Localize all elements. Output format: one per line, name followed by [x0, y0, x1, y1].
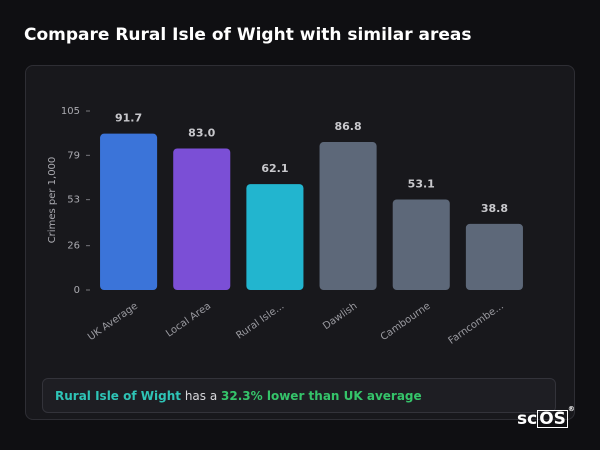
x-tick-label: Local Area — [164, 301, 213, 340]
comparison-note: Rural Isle of Wight has a 32.3% lower th… — [42, 378, 556, 413]
y-tick-label: 53 — [67, 195, 80, 206]
y-tick-label: 105 — [61, 106, 80, 117]
x-tick-label: UK Average — [86, 301, 140, 343]
bar — [319, 142, 377, 290]
value-label: 86.8 — [335, 120, 362, 133]
value-label: 83.0 — [188, 127, 215, 140]
bar — [465, 223, 523, 290]
logo-boxed: OS — [537, 409, 568, 429]
x-tick-label: Dawlish — [321, 301, 359, 332]
note-place: Rural Isle of Wight — [55, 389, 181, 403]
value-label: 38.8 — [481, 202, 508, 215]
note-text: has a — [184, 389, 218, 403]
value-label: 62.1 — [261, 162, 288, 175]
x-tick-label: Cambourne — [379, 301, 433, 343]
page-title: Compare Rural Isle of Wight with similar… — [24, 25, 472, 45]
logo-mark: ® — [567, 405, 575, 413]
logo: sc OS ® — [517, 405, 575, 429]
y-tick-label: 0 — [74, 285, 80, 296]
value-label: 53.1 — [408, 177, 435, 190]
bar — [392, 199, 450, 290]
y-tick-label: 79 — [67, 150, 80, 161]
note-highlight: 32.3% lower than UK average — [221, 389, 422, 403]
bar — [173, 148, 231, 290]
bar — [100, 133, 158, 290]
x-tick-label: Farncombe... — [447, 301, 506, 347]
bar — [246, 184, 304, 290]
y-axis-label: Crimes per 1,000 — [47, 157, 58, 244]
x-tick-label: Rural Isle... — [234, 301, 286, 342]
logo-text: sc — [517, 409, 538, 429]
value-label: 91.7 — [115, 112, 142, 125]
y-tick-label: 26 — [67, 241, 80, 252]
